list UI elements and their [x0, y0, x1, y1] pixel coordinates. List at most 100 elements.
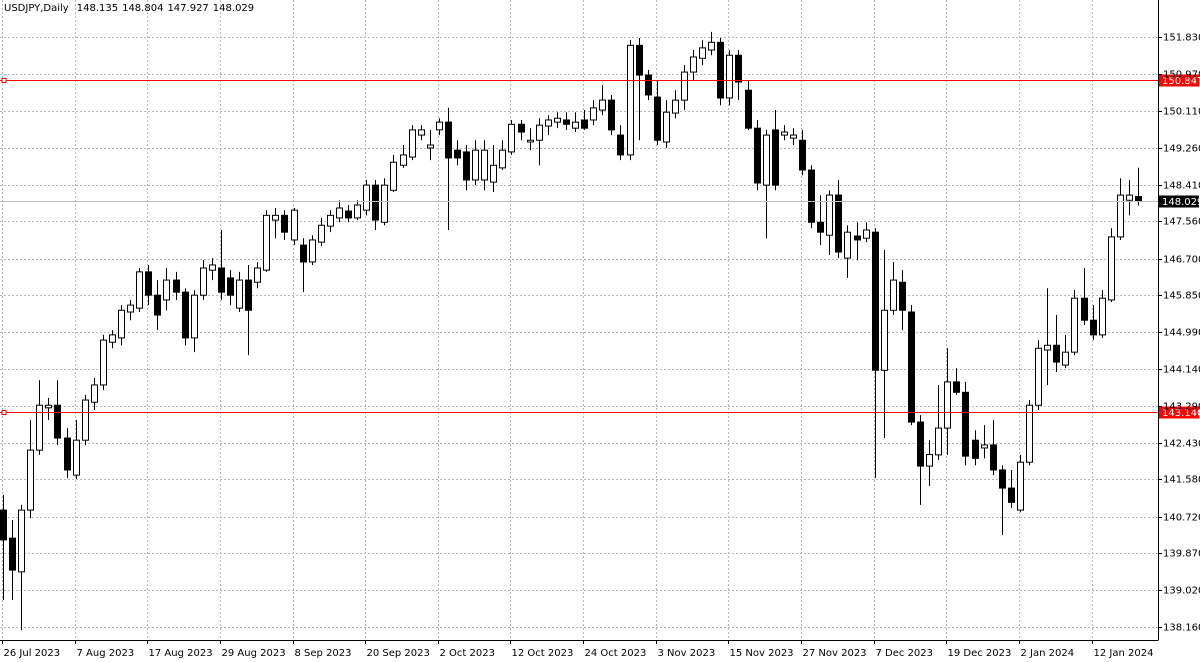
level-label-box — [1159, 74, 1199, 87]
y-tick-label: 141.580 — [1163, 475, 1200, 486]
y-tick-label: 143.290 — [1163, 402, 1200, 413]
x-tick-label: 12 Jan 2024 — [1094, 648, 1154, 659]
candle-body — [463, 151, 470, 181]
x-tick-label: 3 Nov 2023 — [658, 648, 716, 659]
candle-body — [926, 453, 933, 467]
candle-body — [990, 444, 997, 471]
symbol: USDJPY,Daily — [4, 3, 69, 14]
candle-body — [173, 279, 180, 293]
candle-body — [345, 210, 352, 219]
y-tick-label: 150.110 — [1163, 107, 1200, 118]
candle-body — [708, 41, 715, 51]
candle-body — [608, 99, 615, 131]
y-tick-label: 142.430 — [1163, 439, 1200, 450]
level-label: 143.140 — [1162, 408, 1200, 419]
candle-body — [363, 184, 370, 211]
candle-body — [64, 437, 71, 471]
y-tick-label: 148.410 — [1163, 181, 1200, 192]
candle-body — [118, 309, 125, 339]
y-tick-label: 139.870 — [1163, 549, 1200, 560]
candle-body — [245, 279, 252, 311]
candle-body — [699, 47, 706, 59]
candle-body — [254, 267, 261, 283]
candle-body — [527, 139, 534, 143]
x-tick-label: 7 Dec 2023 — [876, 648, 934, 659]
candle-body — [844, 231, 851, 259]
x-tick-label: 24 Oct 2023 — [585, 648, 647, 659]
candle-body — [981, 444, 988, 449]
candle-body — [1008, 487, 1015, 503]
candle-body — [145, 271, 152, 296]
candle-body — [854, 235, 861, 241]
candle-body — [944, 381, 951, 429]
candle-body — [163, 279, 170, 301]
candle-body — [663, 111, 670, 143]
x-tick-label: 19 Dec 2023 — [948, 648, 1012, 659]
candle-body — [400, 154, 407, 166]
candle-body — [1026, 404, 1033, 463]
candle-body — [272, 214, 279, 221]
candle-body — [636, 44, 643, 76]
candle-body — [1071, 297, 1078, 353]
candle-body — [318, 224, 325, 243]
candle-body — [681, 71, 688, 101]
candle-body — [672, 99, 679, 114]
candle-body — [999, 469, 1006, 489]
candle-body — [9, 537, 16, 571]
candle-body — [690, 56, 697, 73]
header-high: 148.804 — [122, 3, 163, 14]
candle-body — [300, 244, 307, 263]
candle-body — [627, 44, 634, 156]
candle-body — [127, 304, 134, 313]
candle-body — [490, 164, 497, 183]
y-tick-label: 144.990 — [1163, 328, 1200, 339]
candle-body — [82, 399, 89, 441]
x-tick-label: 2 Jan 2024 — [1021, 648, 1075, 659]
candle-body — [1117, 194, 1124, 238]
candle-body — [554, 117, 561, 123]
candle-body — [826, 194, 833, 236]
candle-body — [1017, 461, 1024, 511]
candle-body — [36, 404, 43, 451]
candle-body — [218, 267, 225, 293]
candle-body — [1062, 351, 1069, 366]
y-tick-label: 149.260 — [1163, 144, 1200, 155]
candle-body — [745, 89, 752, 129]
candle-body — [1035, 347, 1042, 406]
candle-body — [1126, 194, 1133, 201]
candle-body — [354, 204, 361, 219]
candle-body — [1135, 196, 1142, 202]
candle-body — [808, 169, 815, 223]
candle-body — [654, 96, 661, 141]
candle-body — [154, 294, 161, 316]
candle-body — [1081, 297, 1088, 321]
candle-body — [572, 121, 579, 129]
x-tick-label: 8 Sep 2023 — [295, 648, 352, 659]
candle-body — [917, 421, 924, 467]
candle-body — [472, 149, 479, 181]
candle-body — [73, 439, 80, 476]
candle-body — [109, 334, 116, 343]
candle-body — [1099, 297, 1106, 336]
y-tick-label: 145.850 — [1163, 291, 1200, 302]
candle-body — [781, 131, 788, 136]
candle-body — [1108, 236, 1115, 301]
candle-body — [236, 279, 243, 309]
candle-body — [508, 123, 515, 153]
candle-body — [545, 119, 552, 127]
y-tick-label: 147.560 — [1163, 217, 1200, 228]
candle-body — [136, 271, 143, 309]
header-close: 148.029 — [213, 3, 254, 14]
candle-body — [291, 209, 298, 241]
candle-body — [863, 229, 870, 239]
candle-body — [799, 139, 806, 171]
candle-body — [336, 207, 343, 219]
candle-body — [1090, 319, 1097, 336]
candle-body — [763, 134, 770, 186]
candle-body — [881, 309, 888, 371]
x-tick-label: 12 Oct 2023 — [512, 648, 574, 659]
candle-body — [390, 161, 397, 191]
candle-body — [281, 214, 288, 233]
